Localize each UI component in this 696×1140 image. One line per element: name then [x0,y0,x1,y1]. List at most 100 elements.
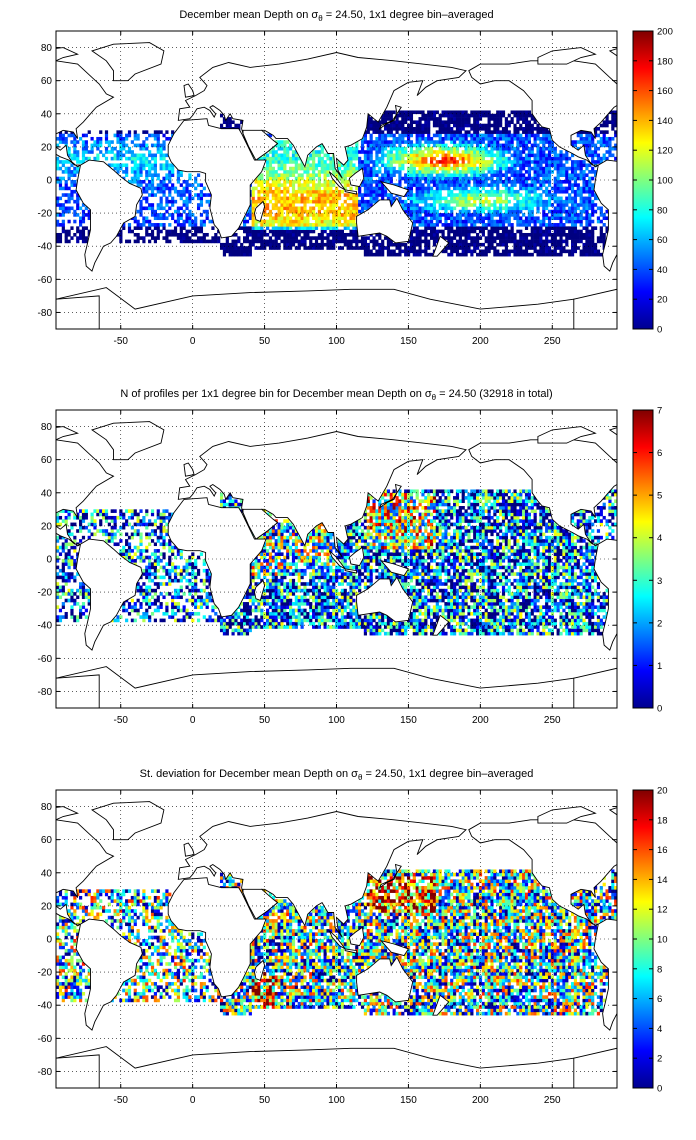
data-cell [545,170,549,174]
data-cell [248,242,252,247]
data-cell [194,239,198,244]
data-cell [245,239,250,244]
data-cell [289,166,293,171]
data-cell [593,203,598,207]
data-cell [496,226,500,230]
data-cell [274,153,278,158]
data-cell [58,203,63,207]
data-cell [444,136,448,141]
data-cell [263,242,267,247]
data-cell [343,206,347,211]
data-cell [381,252,385,257]
data-cell [369,239,373,244]
data-cell [406,156,411,161]
data-cell [412,193,416,197]
data-cell [323,196,327,201]
data-cell [524,196,529,201]
data-cell [432,236,437,240]
data-cell [424,186,428,191]
data-cell [435,133,439,138]
data-cell [136,522,140,527]
data-cell [277,209,281,214]
data-cell [219,242,224,247]
data-cell [404,150,408,154]
data-cell [522,143,526,148]
data-cell [585,226,589,230]
data-cell [363,140,368,144]
data-cell [326,156,330,161]
data-cell [214,236,218,240]
data-cell [533,163,537,168]
data-cell [570,196,575,201]
data-cell [461,249,465,254]
data-cell [522,239,526,244]
data-cell [467,176,471,181]
data-cell [392,140,396,144]
data-cell [427,166,431,171]
data-cell [490,143,494,148]
data-cell [61,549,65,553]
data-cell [562,229,566,234]
data-cell [476,209,480,214]
data-cell [547,163,552,168]
data-cell [565,186,569,191]
data-cell [70,193,74,197]
data-cell [326,173,330,177]
data-cell [570,209,575,214]
data-cell [409,216,414,221]
data-cell [156,582,160,586]
data-cell [79,615,83,619]
data-cell [568,156,572,161]
data-cell [222,249,227,254]
data-cell [326,236,330,240]
data-cell [159,532,163,537]
data-cell [332,193,336,197]
data-cell [565,173,569,177]
data-cell [487,183,491,187]
data-cell [369,166,373,171]
data-cell [478,123,483,128]
data-cell [458,117,462,121]
data-cell [432,239,437,244]
data-cell [513,193,517,197]
data-cell [168,166,172,171]
data-cell [64,578,68,583]
data-cell [268,173,273,177]
data-cell [58,140,63,144]
data-cell [268,170,273,174]
data-cell [127,552,132,556]
data-cell [484,193,488,197]
data-cell [142,236,146,240]
data-cell [588,186,592,191]
data-cell [516,242,520,247]
data-cell [159,605,163,609]
data-cell [291,219,296,224]
data-cell [378,166,382,171]
data-cell [450,113,454,118]
data-cell [473,223,477,227]
data-cell [455,123,460,128]
data-cell [266,180,270,184]
data-cell [447,232,451,237]
data-cell [588,229,592,234]
data-cell [133,239,137,244]
data-cell [510,153,514,158]
data-cell [360,206,365,211]
data-cell [372,143,376,148]
data-cell [363,170,368,174]
y-tick-label: -40 [38,242,53,253]
data-cell [519,183,523,187]
data-cell [228,246,232,250]
data-cell [545,180,549,184]
data-cell [533,232,537,237]
data-cell [104,529,109,533]
data-cell [168,136,172,141]
data-cell [516,196,520,201]
data-cell [277,186,281,191]
data-cell [381,196,385,201]
data-cell [133,562,137,566]
data-cell [496,176,500,181]
data-cell [473,160,477,164]
data-cell [504,133,508,138]
data-cell [588,249,592,254]
